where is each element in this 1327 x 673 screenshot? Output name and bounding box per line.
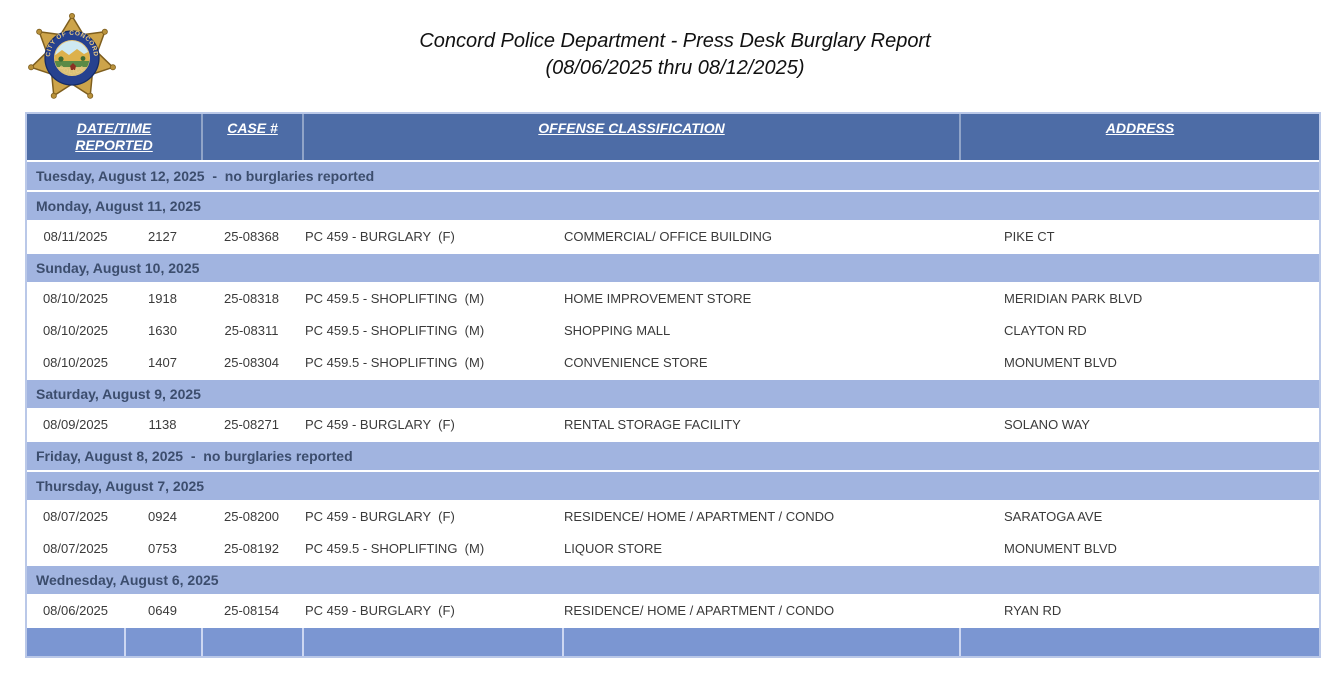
report-date-range: (08/06/2025 thru 08/12/2025) (545, 57, 805, 79)
table-row: 08/10/2025 1407 25-08304 PC 459.5 - SHOP… (27, 348, 1319, 378)
day-group-header-friday: Friday, August 8, 2025 - no burglaries r… (27, 442, 1319, 470)
cell-date-reported: 08/10/2025 (42, 355, 109, 370)
cell-premise-type: HOME IMPROVEMENT STORE (564, 291, 752, 306)
day-group-label: Tuesday, August 12, 2025 - no burglaries… (36, 168, 375, 184)
cell-date-reported: 08/09/2025 (42, 417, 109, 432)
cell-date-reported: 08/10/2025 (42, 323, 109, 338)
cell-address: PIKE CT (1004, 229, 1055, 244)
cell-premise-type: SHOPPING MALL (564, 323, 671, 338)
cell-date-reported: 08/07/2025 (42, 509, 109, 524)
badge-landscape-scene (54, 49, 90, 76)
svg-text:POLICE: POLICE (57, 65, 87, 76)
cell-premise-type: RENTAL STORAGE FACILITY (564, 417, 741, 432)
footer-cell-time (124, 628, 201, 656)
day-group-label: Wednesday, August 6, 2025 (36, 572, 219, 588)
cell-time-reported: 2127 (148, 229, 177, 244)
cell-date-reported: 08/10/2025 (42, 291, 109, 306)
cell-premise-type: RESIDENCE/ HOME / APARTMENT / CONDO (564, 603, 835, 618)
cell-date-reported: 08/11/2025 (43, 229, 108, 244)
cell-premise-type: CONVENIENCE STORE (564, 355, 708, 370)
cell-offense-code: PC 459 - BURGLARY (F) (305, 603, 455, 618)
cell-address: SOLANO WAY (1004, 417, 1090, 432)
cell-case-number: 25-08192 (224, 541, 279, 556)
day-group-label: Friday, August 8, 2025 - no burglaries r… (36, 448, 353, 464)
cell-time-reported: 1918 (148, 291, 177, 306)
day-group-header-thursday: Thursday, August 7, 2025 (27, 472, 1319, 500)
report-title-block: Concord Police Department - Press Desk B… (180, 28, 1170, 82)
day-group-header-tuesday: Tuesday, August 12, 2025 - no burglaries… (27, 162, 1319, 190)
day-group-label: Sunday, August 10, 2025 (36, 260, 200, 276)
footer-cell-date (27, 628, 124, 656)
cell-offense-code: PC 459.5 - SHOPLIFTING (M) (305, 291, 485, 306)
table-header-row: DATE/TIME REPORTED CASE # OFFENSE CLASSI… (27, 114, 1319, 160)
badge-ring-text-bottom: POLICE (57, 65, 86, 76)
report-title: Concord Police Department - Press Desk B… (419, 30, 931, 52)
burglary-report-table: DATE/TIME REPORTED CASE # OFFENSE CLASSI… (25, 112, 1321, 658)
cell-case-number: 25-08304 (224, 355, 279, 370)
table-row: 08/09/2025 1138 25-08271 PC 459 - BURGLA… (27, 410, 1319, 440)
cell-address: SARATOGA AVE (1004, 509, 1103, 524)
cell-premise-type: RESIDENCE/ HOME / APARTMENT / CONDO (564, 509, 835, 524)
footer-cell-case (201, 628, 302, 656)
cell-date-reported: 08/06/2025 (42, 603, 109, 618)
cell-time-reported: 0649 (148, 603, 177, 618)
cell-offense-code: PC 459 - BURGLARY (F) (305, 229, 455, 244)
day-group-label: Saturday, August 9, 2025 (36, 386, 201, 402)
table-row: 08/07/2025 0924 25-08200 PC 459 - BURGLA… (27, 502, 1319, 532)
cell-premise-type: LIQUOR STORE (564, 541, 663, 556)
cell-time-reported: 1138 (148, 417, 177, 432)
footer-cell-premise (562, 628, 959, 656)
day-group-header-sunday: Sunday, August 10, 2025 (27, 254, 1319, 282)
footer-cell-offense (302, 628, 562, 656)
cell-offense-code: PC 459 - BURGLARY (F) (305, 509, 455, 524)
column-header-case-number: CASE # (201, 114, 302, 160)
column-header-datetime-reported: DATE/TIME REPORTED (75, 120, 153, 153)
column-header-address: ADDRESS (959, 114, 1319, 160)
cell-case-number: 25-08368 (224, 229, 279, 244)
day-group-label: Monday, August 11, 2025 (36, 198, 201, 214)
cell-address: MONUMENT BLVD (1004, 355, 1117, 370)
cell-premise-type: COMMERCIAL/ OFFICE BUILDING (564, 229, 773, 244)
cell-case-number: 25-08200 (224, 509, 279, 524)
cell-address: RYAN RD (1004, 603, 1062, 618)
cell-case-number: 25-08311 (224, 323, 279, 338)
day-group-header-wednesday: Wednesday, August 6, 2025 (27, 566, 1319, 594)
cell-offense-code: PC 459.5 - SHOPLIFTING (M) (305, 323, 485, 338)
column-header-offense-classification: OFFENSE CLASSIFICATION (302, 114, 959, 160)
table-footer-row (27, 628, 1319, 656)
table-row: 08/10/2025 1918 25-08318 PC 459.5 - SHOP… (27, 284, 1319, 314)
cell-offense-code: PC 459 - BURGLARY (F) (305, 417, 455, 432)
day-group-header-monday: Monday, August 11, 2025 (27, 192, 1319, 220)
cell-address: MERIDIAN PARK BLVD (1004, 291, 1143, 306)
cell-time-reported: 1630 (148, 323, 177, 338)
cell-address: MONUMENT BLVD (1004, 541, 1117, 556)
footer-cell-address (959, 628, 1319, 656)
table-row: 08/06/2025 0649 25-08154 PC 459 - BURGLA… (27, 596, 1319, 626)
cell-time-reported: 0924 (148, 509, 177, 524)
cell-case-number: 25-08271 (224, 417, 279, 432)
concord-police-badge-icon: CITY OF CONCORD POLICE (28, 13, 116, 99)
cell-time-reported: 1407 (148, 355, 177, 370)
day-group-label: Thursday, August 7, 2025 (36, 478, 205, 494)
table-row: 08/10/2025 1630 25-08311 PC 459.5 - SHOP… (27, 316, 1319, 346)
cell-offense-code: PC 459.5 - SHOPLIFTING (M) (305, 541, 485, 556)
table-row: 08/07/2025 0753 25-08192 PC 459.5 - SHOP… (27, 534, 1319, 564)
cell-case-number: 25-08154 (224, 603, 279, 618)
cell-date-reported: 08/07/2025 (42, 541, 109, 556)
cell-time-reported: 0753 (148, 541, 177, 556)
cell-offense-code: PC 459.5 - SHOPLIFTING (M) (305, 355, 485, 370)
day-group-header-saturday: Saturday, August 9, 2025 (27, 380, 1319, 408)
table-row: 08/11/2025 2127 25-08368 PC 459 - BURGLA… (27, 222, 1319, 252)
cell-address: CLAYTON RD (1004, 323, 1087, 338)
cell-case-number: 25-08318 (224, 291, 279, 306)
